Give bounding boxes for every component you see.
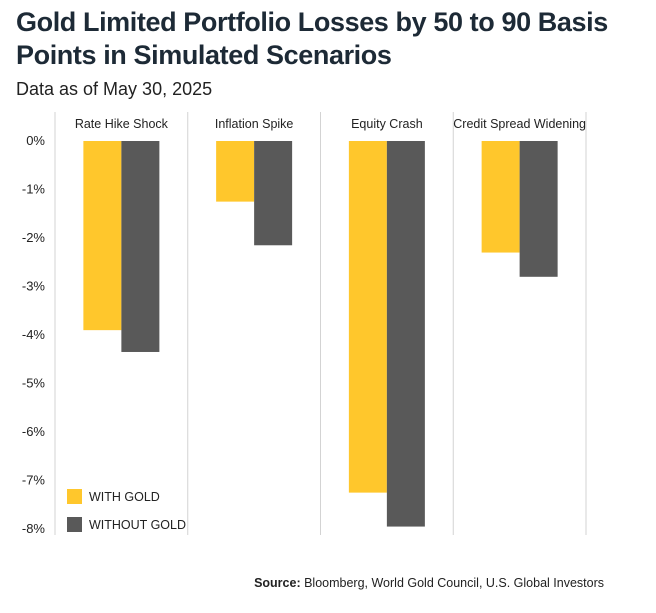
y-tick-label: -8% xyxy=(22,521,46,536)
bar-with-gold xyxy=(348,141,387,493)
y-tick-label: -5% xyxy=(22,376,46,391)
category-label: Equity Crash xyxy=(351,117,423,131)
legend: WITH GOLD WITHOUT GOLD xyxy=(67,489,186,532)
bar-without-gold xyxy=(519,141,558,277)
y-tick-label: -6% xyxy=(22,424,46,439)
source-label: Source: xyxy=(254,576,301,590)
legend-label: WITHOUT GOLD xyxy=(89,518,186,532)
bar-with-gold xyxy=(216,141,255,202)
source-note: Source: Bloomberg, World Gold Council, U… xyxy=(254,576,604,590)
category-dividers xyxy=(54,112,587,535)
category-labels: Rate Hike Shock Inflation Spike Equity Cra… xyxy=(75,117,586,131)
y-tick-label: -4% xyxy=(22,327,46,342)
legend-swatch xyxy=(67,517,82,532)
bar-without-gold xyxy=(386,141,425,527)
category-label: Credit Spread Widening xyxy=(453,117,586,131)
category-label: Rate Hike Shock xyxy=(75,117,169,131)
category-label: Inflation Spike xyxy=(215,117,294,131)
y-tick-label: -2% xyxy=(22,230,46,245)
bar-chart: 0% -1% -2% -3% -4% -5% -6% -7% -8% Rate Hike Sho… xyxy=(22,112,587,536)
bar-with-gold xyxy=(481,141,520,253)
chart-title: Gold Limited Portfolio Losses by 50 to 9… xyxy=(16,7,608,70)
bar-without-gold xyxy=(121,141,160,352)
chart-subtitle: Data as of May 30, 2025 xyxy=(16,79,213,99)
y-axis-ticks: 0% -1% -2% -3% -4% -5% -6% -7% -8% xyxy=(22,133,46,536)
legend-label: WITH GOLD xyxy=(89,490,160,504)
y-tick-label: -7% xyxy=(22,473,46,488)
bar-with-gold xyxy=(83,141,122,331)
bars xyxy=(83,141,558,527)
legend-swatch xyxy=(67,489,82,504)
y-tick-label: -1% xyxy=(22,182,46,197)
bar-without-gold xyxy=(254,141,293,246)
y-tick-label: 0% xyxy=(26,133,45,148)
source-text: Bloomberg, World Gold Council, U.S. Glob… xyxy=(304,576,604,590)
y-tick-label: -3% xyxy=(22,279,46,294)
